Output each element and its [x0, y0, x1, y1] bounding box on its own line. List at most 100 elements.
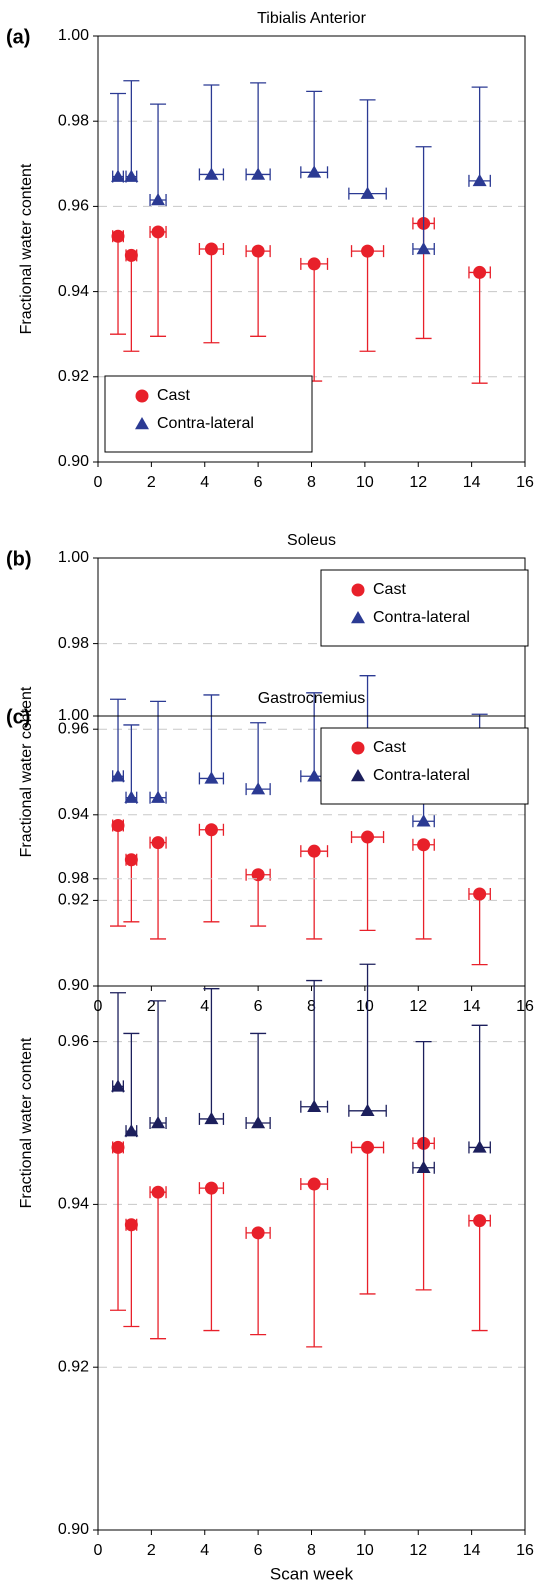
y-tick-label: 0.92	[58, 368, 89, 385]
x-tick-label: 16	[516, 474, 534, 491]
error-bar	[306, 851, 323, 940]
legend-marker	[351, 611, 365, 624]
error-bar	[250, 1232, 267, 1336]
error-bar	[123, 1224, 140, 1328]
error-bar	[250, 874, 267, 927]
y-tick-label: 0.90	[58, 453, 89, 470]
x-tick-label: 6	[254, 1542, 263, 1559]
error-bar	[306, 263, 323, 382]
point	[204, 1111, 219, 1125]
error-bar	[123, 80, 140, 177]
error-bar	[415, 844, 432, 940]
panel-label: (b)	[6, 548, 32, 570]
x-tick-label: 0	[94, 474, 103, 491]
point	[151, 836, 165, 850]
point	[307, 165, 322, 178]
plot-frame	[97, 35, 526, 463]
error-bar	[203, 1188, 220, 1332]
point	[124, 790, 139, 803]
point	[307, 769, 322, 782]
error-bar	[306, 90, 323, 173]
point	[204, 167, 219, 180]
point	[307, 1099, 322, 1112]
error-bar	[110, 236, 127, 335]
error-bar	[123, 859, 140, 923]
error-bar	[150, 103, 167, 201]
error-bar	[150, 231, 167, 337]
point	[124, 1218, 138, 1232]
point	[111, 229, 125, 243]
point	[204, 771, 219, 784]
error-bar	[110, 992, 127, 1087]
point	[111, 1140, 125, 1154]
y-tick-label: 0.96	[58, 720, 89, 737]
x-tick-label: 10	[356, 474, 374, 491]
error-bar	[203, 829, 220, 923]
error-bar	[203, 84, 220, 175]
y-tick-label: 0.98	[58, 112, 89, 129]
legend-marker	[351, 741, 365, 755]
x-tick-label: 12	[409, 998, 427, 1015]
x-tick-label: 2	[147, 474, 156, 491]
point	[472, 1140, 487, 1153]
error-bar	[110, 1147, 127, 1311]
point	[472, 173, 487, 187]
error-bar	[150, 1192, 167, 1340]
point	[416, 814, 431, 827]
y-tick-label: 0.98	[58, 870, 89, 887]
point	[417, 838, 431, 852]
x-tick-label: 2	[147, 1542, 156, 1559]
point	[111, 169, 126, 182]
error-bar	[150, 1000, 167, 1123]
point	[251, 868, 265, 882]
chart-title: Soleus	[287, 532, 336, 549]
error-bar	[203, 249, 220, 344]
legend-marker	[135, 389, 149, 403]
point	[416, 242, 431, 255]
point	[204, 242, 218, 256]
error-bar	[471, 1220, 488, 1332]
point	[307, 1177, 321, 1191]
error-bar	[471, 1024, 488, 1148]
error-bar	[359, 99, 376, 194]
error-bar	[471, 86, 488, 181]
error-bar	[250, 722, 267, 790]
x-tick-label: 12	[409, 474, 427, 491]
y-tick-label: 1.00	[58, 27, 89, 44]
legend-box	[320, 727, 529, 805]
point	[251, 1116, 266, 1129]
x-tick-label: 8	[307, 998, 316, 1015]
point	[204, 823, 218, 837]
point	[111, 769, 126, 782]
point	[124, 169, 139, 182]
point	[307, 257, 321, 271]
x-tick-label: 8	[307, 474, 316, 491]
x-tick-label: 14	[463, 1542, 481, 1559]
point	[124, 1124, 139, 1137]
x-tick-label: 14	[463, 474, 481, 491]
point	[360, 1103, 375, 1117]
y-tick-label: 0.98	[58, 635, 89, 652]
error-bar	[471, 272, 488, 384]
point	[151, 1116, 166, 1129]
y-axis-label: Fractional water content	[18, 163, 35, 334]
x-tick-label: 10	[356, 998, 374, 1015]
error-bar	[150, 842, 167, 940]
error-bar	[359, 837, 376, 932]
point	[251, 1226, 265, 1240]
y-tick-label: 0.90	[58, 1521, 89, 1538]
point	[151, 193, 166, 206]
x-tick-label: 4	[200, 1542, 209, 1559]
chart-title: Tibialis Anterior	[257, 10, 366, 27]
panel-label: (c)	[6, 706, 30, 728]
y-tick-label: 0.96	[58, 198, 89, 215]
point	[151, 1185, 165, 1199]
point	[151, 790, 166, 803]
legend-label: Contra-lateral	[157, 415, 254, 432]
x-tick-label: 16	[516, 1542, 534, 1559]
error-bar	[110, 825, 127, 927]
x-axis-label: Scan week	[270, 1564, 354, 1583]
legend-marker	[351, 583, 365, 597]
y-tick-label: 0.96	[58, 1033, 89, 1050]
error-bar	[150, 700, 167, 798]
